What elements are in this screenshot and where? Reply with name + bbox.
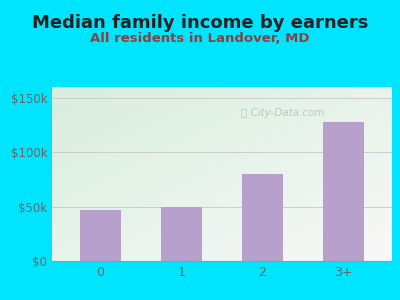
- Bar: [80, 210, 121, 261]
- Bar: [161, 207, 202, 261]
- Bar: [323, 122, 364, 261]
- Text: Ⓜ City-Data.com: Ⓜ City-Data.com: [241, 108, 325, 118]
- Bar: [242, 174, 283, 261]
- Text: All residents in Landover, MD: All residents in Landover, MD: [90, 32, 310, 44]
- Text: Median family income by earners: Median family income by earners: [32, 14, 368, 32]
